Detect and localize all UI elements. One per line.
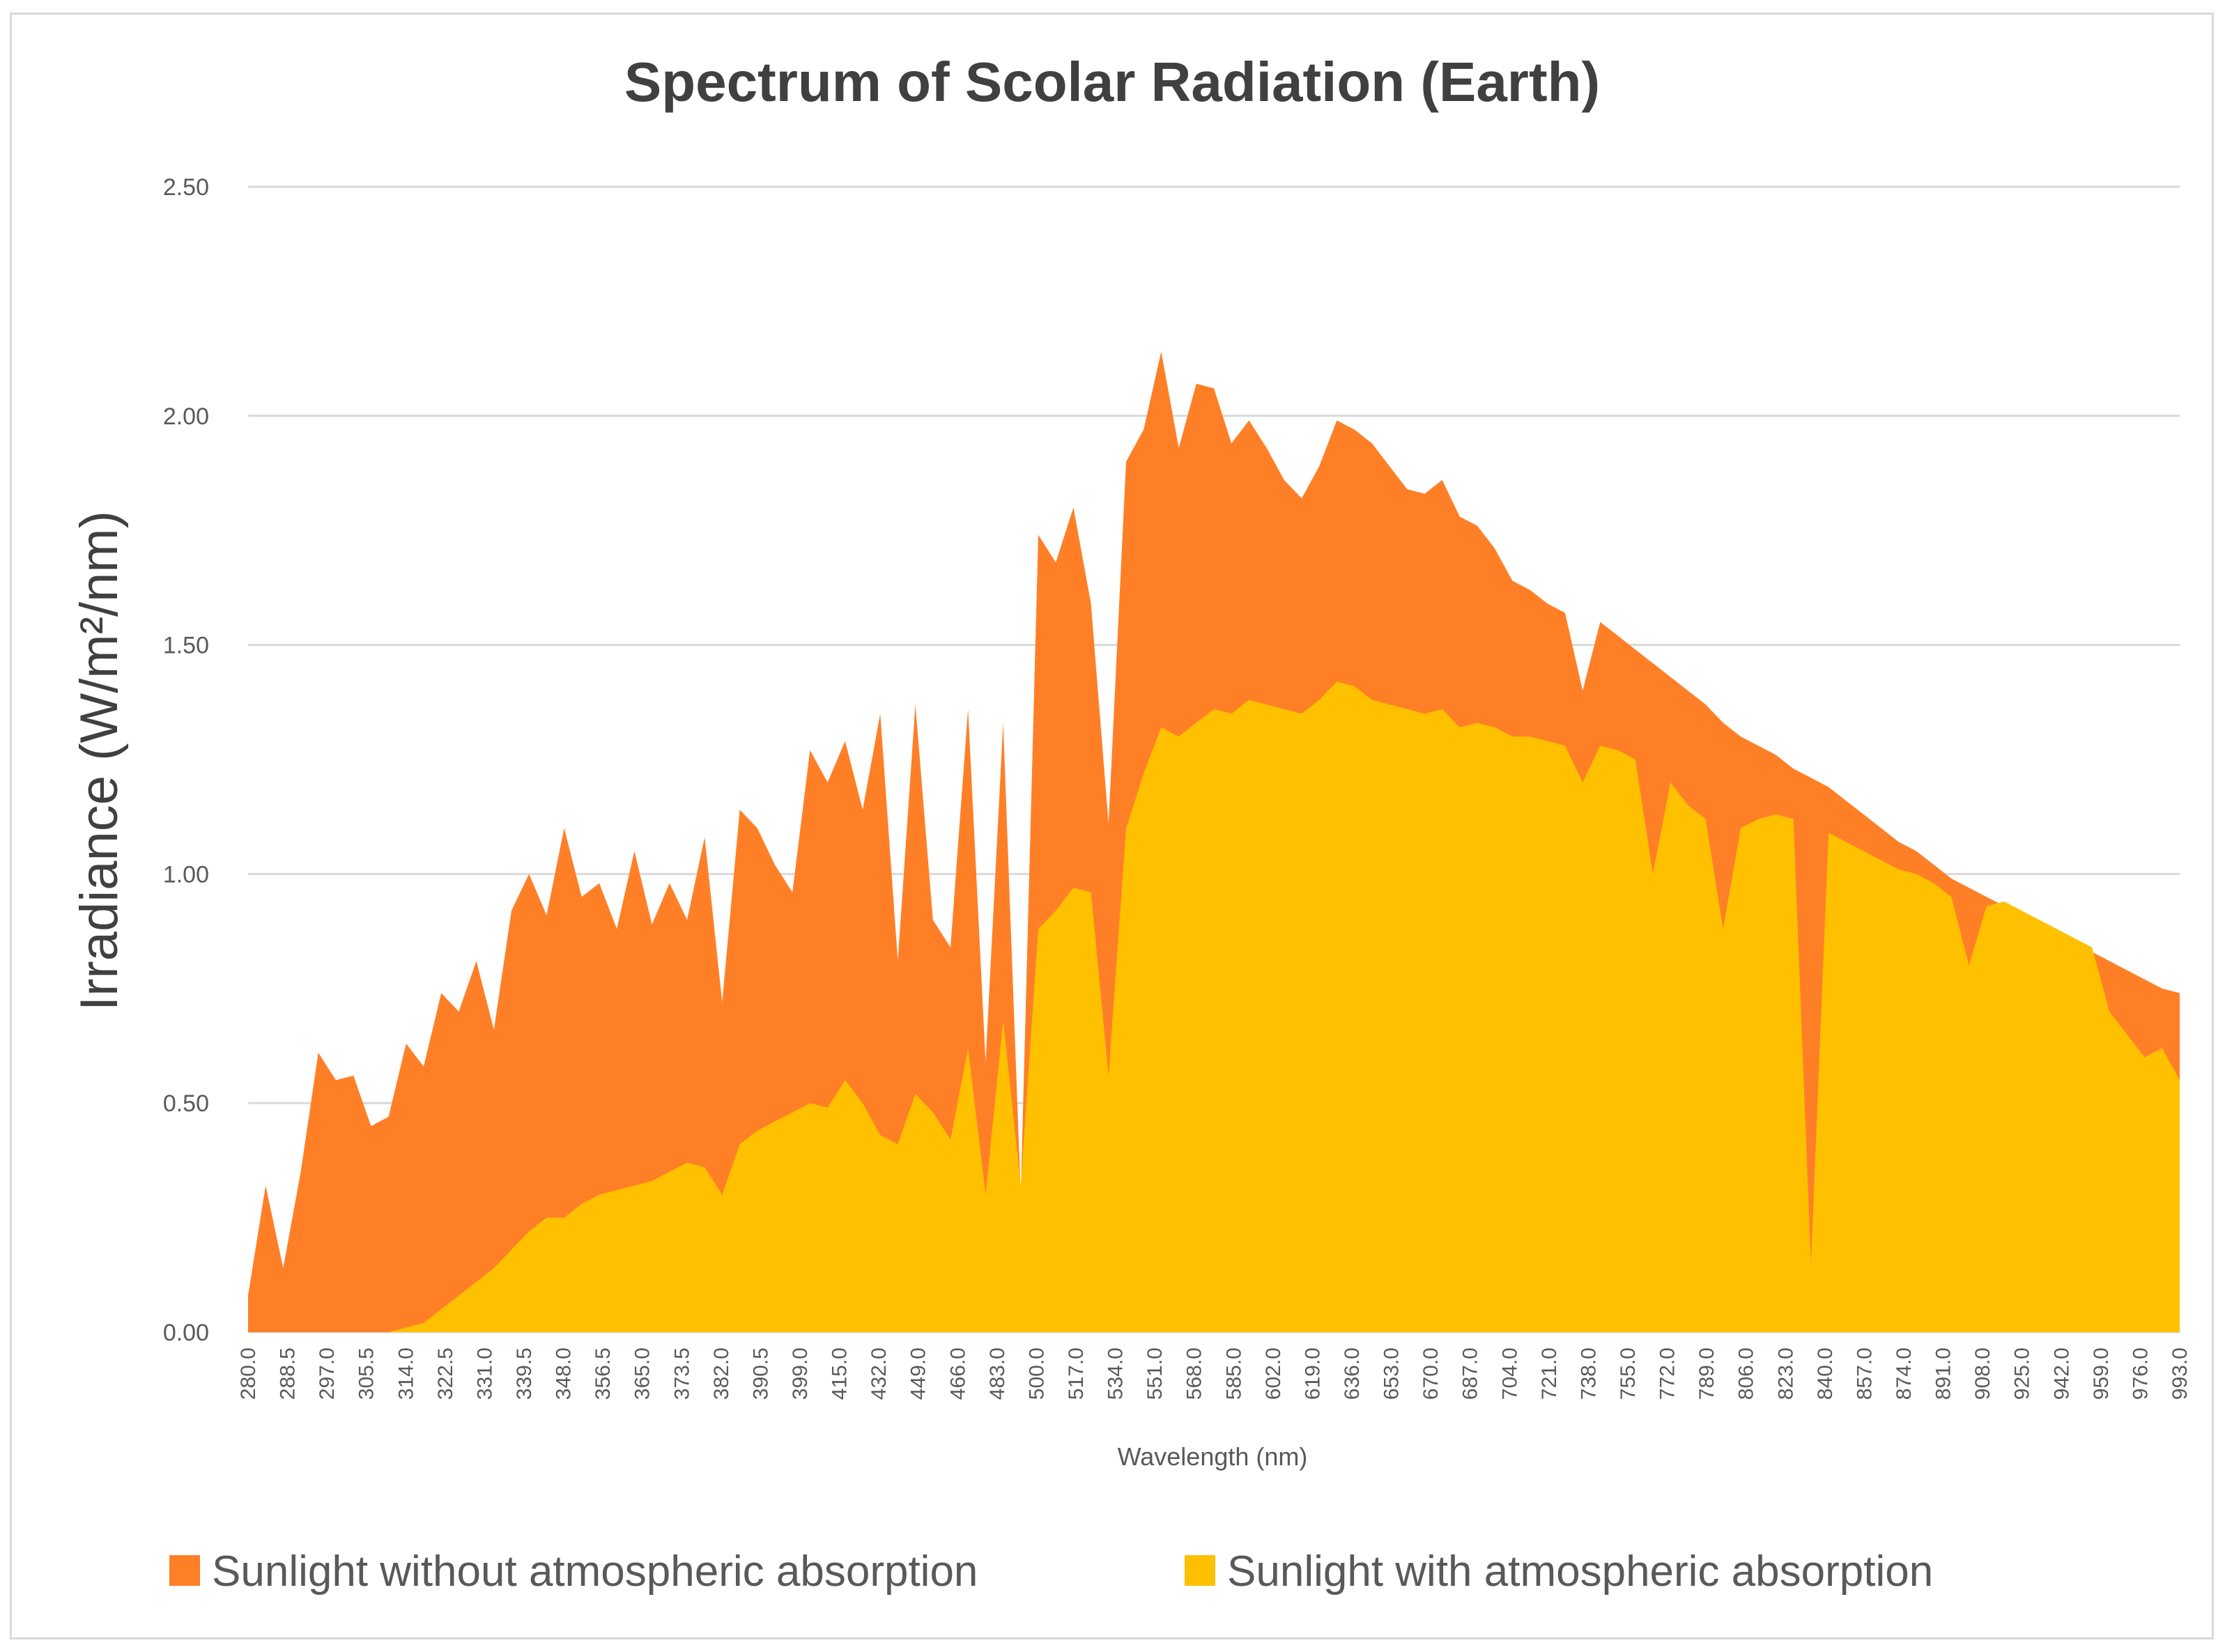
x-tick-label: 466.0: [946, 1348, 969, 1400]
y-tick-label: 0.00: [163, 1320, 209, 1346]
y-tick-label: 0.50: [163, 1090, 209, 1117]
x-tick-label: 356.5: [592, 1348, 615, 1400]
x-tick-label: 687.0: [1459, 1348, 1482, 1400]
x-tick-label: 636.0: [1341, 1348, 1364, 1400]
x-tick-label: 399.0: [789, 1348, 812, 1400]
legend-swatch-with-absorption: [1185, 1555, 1215, 1586]
x-tick-label: 840.0: [1814, 1348, 1837, 1400]
x-tick-label: 891.0: [1932, 1348, 1955, 1400]
x-tick-label: 619.0: [1301, 1348, 1324, 1400]
x-tick-label: 806.0: [1735, 1348, 1758, 1400]
x-tick-label: 857.0: [1853, 1348, 1876, 1400]
x-tick-label: 534.0: [1104, 1348, 1127, 1400]
y-tick-label: 1.00: [163, 861, 209, 888]
x-tick-label: 365.0: [631, 1348, 654, 1400]
x-tick-label: 738.0: [1577, 1348, 1600, 1400]
x-tick-label: 297.0: [316, 1348, 339, 1400]
x-tick-label: 755.0: [1617, 1348, 1640, 1400]
legend-swatch-without-absorption: [169, 1555, 200, 1586]
x-tick-label: 993.0: [2169, 1348, 2192, 1400]
x-tick-label: 721.0: [1538, 1348, 1561, 1400]
x-tick-label: 551.0: [1144, 1348, 1167, 1400]
x-tick-label: 959.0: [2090, 1348, 2113, 1400]
x-tick-label: 348.0: [553, 1348, 576, 1400]
area-series-with-absorption: [248, 681, 2180, 1332]
x-tick-label: 432.0: [868, 1348, 891, 1400]
x-tick-label: 908.0: [1971, 1348, 1994, 1400]
x-tick-label: 314.0: [394, 1348, 417, 1400]
x-tick-label: 288.5: [277, 1348, 300, 1400]
legend: Sunlight without atmospheric absorption …: [169, 1547, 1933, 1596]
x-tick-label: 449.0: [907, 1348, 930, 1400]
y-tick-label: 2.50: [163, 174, 209, 201]
y-axis-ticks: 0.00 0.50 1.00 1.50 2.00 2.50: [163, 174, 209, 1346]
x-tick-label: 280.0: [237, 1348, 260, 1400]
x-tick-label: 331.0: [473, 1348, 496, 1400]
x-tick-label: 373.5: [670, 1348, 693, 1400]
plot-areas: [248, 351, 2180, 1333]
x-tick-label: 670.0: [1419, 1348, 1442, 1400]
legend-label-with-absorption: Sunlight with atmospheric absorption: [1227, 1547, 1933, 1596]
x-tick-label: 568.0: [1183, 1348, 1206, 1400]
x-tick-label: 823.0: [1774, 1348, 1797, 1400]
y-tick-label: 2.00: [163, 403, 209, 430]
x-tick-label: 789.0: [1695, 1348, 1718, 1400]
y-axis-label: Irradiance (W/m²/nm): [70, 511, 129, 1011]
x-tick-label: 483.0: [986, 1348, 1009, 1400]
y-tick-label: 1.50: [163, 633, 209, 659]
x-tick-label: 500.0: [1025, 1348, 1048, 1400]
legend-label-without-absorption: Sunlight without atmospheric absorption: [212, 1547, 978, 1596]
chart-title: Spectrum of Scolar Radiation (Earth): [624, 51, 1600, 113]
x-tick-label: 925.0: [2011, 1348, 2034, 1400]
x-tick-label: 874.0: [1893, 1348, 1916, 1400]
x-tick-label: 653.0: [1380, 1348, 1403, 1400]
x-tick-label: 382.0: [710, 1348, 733, 1400]
x-axis-ticks: 280.0 288.5 297.0 305.5 314.0 322.5 331.0 339.5…: [237, 1348, 2192, 1400]
x-tick-label: 339.5: [513, 1348, 536, 1400]
x-tick-label: 602.0: [1262, 1348, 1285, 1400]
x-tick-label: 322.5: [434, 1348, 457, 1400]
x-tick-label: 976.0: [2129, 1348, 2152, 1400]
x-tick-label: 305.5: [355, 1348, 378, 1400]
x-tick-label: 517.0: [1065, 1348, 1088, 1400]
x-tick-label: 415.0: [829, 1348, 852, 1400]
x-tick-label: 772.0: [1656, 1348, 1679, 1400]
x-tick-label: 942.0: [2050, 1348, 2073, 1400]
x-tick-label: 390.5: [749, 1348, 772, 1400]
x-tick-label: 585.0: [1222, 1348, 1245, 1400]
x-axis-label: Wavelength (nm): [1118, 1442, 1308, 1471]
x-tick-label: 704.0: [1498, 1348, 1521, 1400]
